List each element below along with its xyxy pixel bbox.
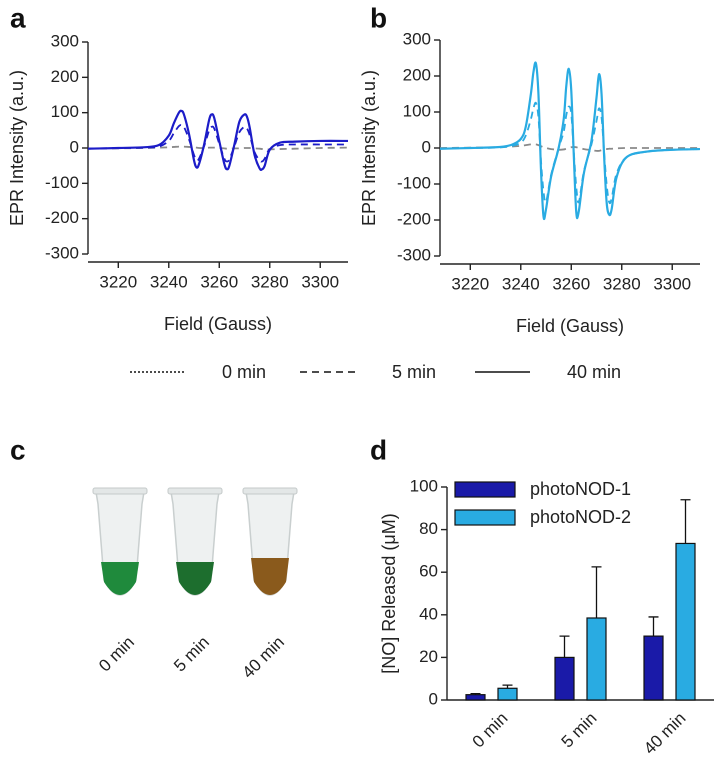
bar <box>643 635 664 701</box>
x-tick-label: 3240 <box>150 272 188 291</box>
error-bar <box>470 692 481 695</box>
bar <box>586 617 607 701</box>
y-tick-label: 300 <box>403 29 431 48</box>
y-tick-label: -300 <box>397 245 431 264</box>
line-series <box>87 109 349 172</box>
y-tick-label: 0 <box>422 137 431 156</box>
bar <box>554 656 575 701</box>
y-tick-label: -100 <box>45 173 79 192</box>
legend-swatch <box>454 481 516 498</box>
panel-label: d <box>370 434 387 465</box>
legend-swatch <box>454 509 516 526</box>
x-axis-label: Field (Gauss) <box>516 316 624 336</box>
panel-label: c <box>10 434 26 465</box>
y-axis-label: EPR Intensity (a.u.) <box>7 70 27 226</box>
bar <box>465 694 486 701</box>
error-bar <box>680 499 691 544</box>
y-tick-label: 200 <box>403 65 431 84</box>
error-bar <box>502 684 513 689</box>
x-tick-label: 3300 <box>301 272 339 291</box>
line-series <box>439 101 701 205</box>
tube-label: 5 min <box>170 633 213 676</box>
y-tick-label: -200 <box>45 208 79 227</box>
x-tick-label: 3280 <box>251 272 289 291</box>
x-tick-label: 5 min <box>558 709 601 752</box>
x-tick-label: 3220 <box>451 274 489 293</box>
y-axis-label: EPR Intensity (a.u.) <box>359 70 379 226</box>
photo-panel: c <box>10 434 298 596</box>
x-tick-label: 3220 <box>99 272 137 291</box>
y-tick-label: -300 <box>45 243 79 262</box>
y-tick-label: 80 <box>419 519 438 538</box>
x-tick-label: 40 min <box>640 709 690 759</box>
line-series <box>439 61 701 221</box>
x-tick-label: 3300 <box>653 274 691 293</box>
legend-label: 5 min <box>392 362 436 382</box>
bar <box>675 542 696 701</box>
y-tick-label: 0 <box>429 689 438 708</box>
panel-label: a <box>10 2 26 33</box>
error-bar <box>559 635 570 658</box>
line-series <box>439 143 700 152</box>
x-tick-label: 3260 <box>200 272 238 291</box>
y-tick-label: 20 <box>419 647 438 666</box>
panel-label: b <box>370 2 387 33</box>
bar <box>497 687 518 701</box>
y-tick-label: 40 <box>419 604 438 623</box>
y-tick-label: -100 <box>397 173 431 192</box>
legend-label: 0 min <box>222 362 266 382</box>
legend-label: photoNOD-1 <box>530 479 631 499</box>
x-tick-label: 3260 <box>552 274 590 293</box>
y-tick-label: 0 <box>70 137 79 156</box>
y-tick-label: -200 <box>397 209 431 228</box>
x-axis-label: Field (Gauss) <box>164 314 272 334</box>
error-bar <box>648 616 659 637</box>
legend-label: photoNOD-2 <box>530 507 631 527</box>
error-bar <box>591 566 602 618</box>
tube <box>242 487 298 596</box>
tube <box>167 487 223 596</box>
y-axis-label: [NO] Released (μM) <box>379 513 399 673</box>
tube-label: 40 min <box>238 633 288 683</box>
line-series <box>87 145 349 151</box>
y-tick-label: 100 <box>410 476 438 495</box>
line-series <box>87 124 348 163</box>
x-tick-label: 0 min <box>469 709 512 752</box>
x-tick-label: 3240 <box>502 274 540 293</box>
y-tick-label: 100 <box>51 102 79 121</box>
tube <box>92 487 148 596</box>
y-tick-label: 300 <box>51 31 79 50</box>
y-tick-label: 200 <box>51 67 79 86</box>
x-tick-label: 3280 <box>603 274 641 293</box>
y-tick-label: 100 <box>403 101 431 120</box>
legend-label: 40 min <box>567 362 621 382</box>
tube-label: 0 min <box>95 633 138 676</box>
y-tick-label: 60 <box>419 562 438 581</box>
